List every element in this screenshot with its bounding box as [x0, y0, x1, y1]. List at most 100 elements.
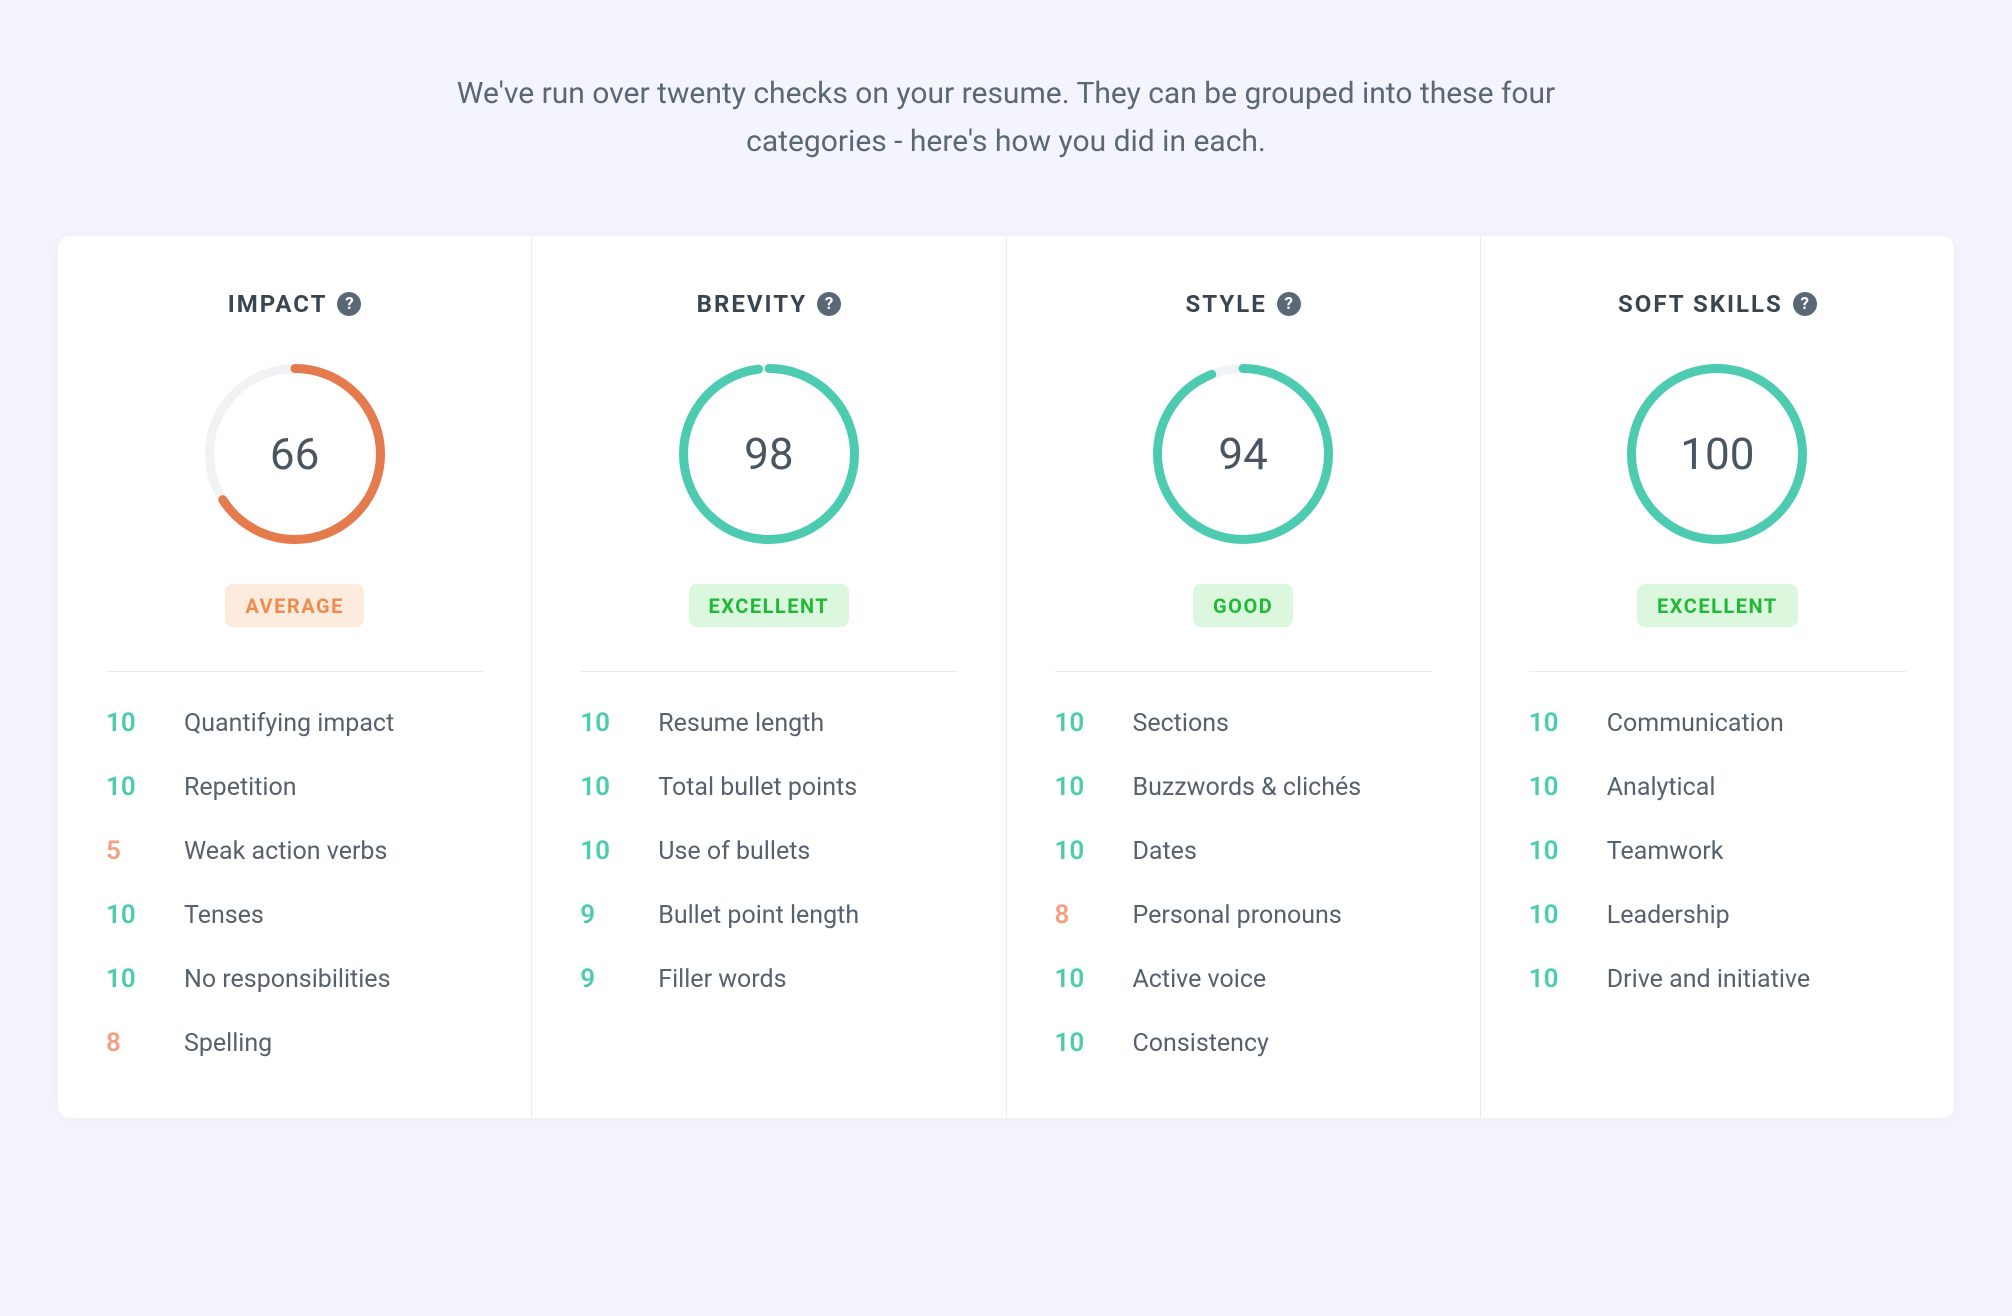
check-item-use-of-bullets[interactable]: 10 Use of bullets: [580, 836, 957, 866]
check-item-leadership[interactable]: 10 Leadership: [1529, 900, 1906, 930]
help-icon[interactable]: ?: [1793, 292, 1817, 316]
check-item-label: Analytical: [1607, 773, 1716, 802]
check-item-score: 10: [1055, 836, 1099, 866]
check-item-score: 10: [1055, 1028, 1099, 1058]
card-title: SOFT SKILLS: [1618, 290, 1783, 318]
check-item-score: 10: [1055, 772, 1099, 802]
check-list: 10 Communication 10 Analytical 10 Teamwork 10 L…: [1529, 708, 1906, 994]
check-item-score: 10: [1529, 708, 1573, 738]
rating-badge: GOOD: [1193, 584, 1293, 627]
check-item-score: 10: [580, 772, 624, 802]
check-item-label: Weak action verbs: [184, 837, 387, 866]
check-item-label: Tenses: [184, 901, 264, 930]
check-list: 10 Quantifying impact 10 Repetition 5 Weak ac…: [106, 708, 483, 1058]
check-item-dates[interactable]: 10 Dates: [1055, 836, 1432, 866]
check-item-label: Quantifying impact: [184, 709, 394, 738]
check-item-label: Consistency: [1133, 1029, 1269, 1058]
category-card-impact: IMPACT? 66 AVERAGE 10 Quantifying impact 10 R…: [58, 236, 532, 1118]
check-item-label: Repetition: [184, 773, 297, 802]
check-item-drive-and-initiative[interactable]: 10 Drive and initiative: [1529, 964, 1906, 994]
card-title: BREVITY: [697, 290, 807, 318]
check-item-no-responsibilities[interactable]: 10No responsibilities: [106, 964, 483, 994]
intro-text: We've run over twenty checks on your res…: [456, 70, 1556, 166]
check-item-score: 10: [1055, 708, 1099, 738]
check-item-label: Communication: [1607, 709, 1784, 738]
check-item-label: Bullet point length: [658, 901, 859, 930]
score-value: 100: [1627, 364, 1807, 544]
check-item-label: Use of bullets: [658, 837, 810, 866]
divider: [106, 671, 483, 672]
check-item-label: Personal pronouns: [1133, 901, 1342, 930]
check-item-weak-action-verbs[interactable]: 5 Weak action verbs: [106, 836, 483, 866]
check-item-label: Dates: [1133, 837, 1197, 866]
category-cards: IMPACT? 66AVERAGE10Quantifying impact10R…: [58, 236, 1954, 1118]
check-item-score: 10: [580, 836, 624, 866]
check-item-filler-words[interactable]: 9 Filler words: [580, 964, 957, 994]
score-gauge: 100: [1627, 364, 1807, 544]
check-item-analytical[interactable]: 10 Analytical: [1529, 772, 1906, 802]
check-item-score: 10: [106, 900, 150, 930]
check-item-personal-pronouns[interactable]: 8 Personal pronouns: [1055, 900, 1432, 930]
check-item-score: 10: [580, 708, 624, 738]
check-item-quantifying-impact[interactable]: 10 Quantifying impact: [106, 708, 483, 738]
check-item-buzzwords-clich-s[interactable]: 10 Buzzwords & clichés: [1055, 772, 1432, 802]
check-item-communication[interactable]: 10 Communication: [1529, 708, 1906, 738]
score-gauge: 98: [679, 364, 859, 544]
card-title-row: BREVITY?: [697, 290, 841, 318]
check-item-score: 10: [1529, 836, 1573, 866]
check-item-repetition[interactable]: 10 Repetition: [106, 772, 483, 802]
check-item-label: Teamwork: [1607, 837, 1724, 866]
check-item-score: 10: [106, 708, 150, 738]
check-item-label: Total bullet points: [658, 773, 857, 802]
check-item-label: Filler words: [658, 965, 786, 994]
check-item-tenses[interactable]: 10 Tenses: [106, 900, 483, 930]
help-icon[interactable]: ?: [1277, 292, 1301, 316]
divider: [1055, 671, 1432, 672]
category-card-brevity: BREVITY? 98EXCELLENT10Resume length10Tot…: [532, 236, 1006, 1118]
check-item-score: 10: [1529, 964, 1573, 994]
check-item-spelling[interactable]: 8 Spelling: [106, 1028, 483, 1058]
help-icon[interactable]: ?: [817, 292, 841, 316]
divider: [1529, 671, 1906, 672]
score-value: 94: [1153, 364, 1333, 544]
check-item-score: 10: [106, 964, 150, 994]
score-value: 66: [205, 364, 385, 544]
check-item-label: Buzzwords & clichés: [1133, 773, 1362, 802]
rating-badge: EXCELLENT: [689, 584, 850, 627]
score-gauge: 94: [1153, 364, 1333, 544]
check-item-score: 10: [1529, 900, 1573, 930]
check-item-score: 10: [1055, 964, 1099, 994]
card-title-row: IMPACT?: [228, 290, 362, 318]
check-item-score: 8: [1055, 900, 1099, 930]
check-item-bullet-point-length[interactable]: 9 Bullet point length: [580, 900, 957, 930]
check-item-label: Active voice: [1133, 965, 1267, 994]
check-item-active-voice[interactable]: 10 Active voice: [1055, 964, 1432, 994]
check-item-teamwork[interactable]: 10 Teamwork: [1529, 836, 1906, 866]
check-item-sections[interactable]: 10 Sections: [1055, 708, 1432, 738]
check-item-label: Leadership: [1607, 901, 1730, 930]
check-item-score: 5: [106, 836, 150, 866]
score-value: 98: [679, 364, 859, 544]
check-list: 10 Sections 10 Buzzwords & clichés 10 Dates 8 P…: [1055, 708, 1432, 1058]
check-item-score: 8: [106, 1028, 150, 1058]
score-gauge: 66: [205, 364, 385, 544]
check-item-score: 10: [1529, 772, 1573, 802]
category-card-soft-skills: SOFT SKILLS? 100 EXCELLENT 10 Communication…: [1481, 236, 1954, 1118]
check-item-label: Spelling: [184, 1029, 272, 1058]
card-title: IMPACT: [228, 290, 328, 318]
category-card-style: STYLE? 94 GOOD 10 Sections 10 Buzzwords & cli…: [1007, 236, 1481, 1118]
check-list: 10Resume length10Total bullet points10Us…: [580, 708, 957, 994]
rating-badge: AVERAGE: [225, 584, 363, 627]
check-item-score: 10: [106, 772, 150, 802]
rating-badge: EXCELLENT: [1637, 584, 1798, 627]
card-title: STYLE: [1186, 290, 1267, 318]
help-icon[interactable]: ?: [337, 292, 361, 316]
check-item-consistency[interactable]: 10 Consistency: [1055, 1028, 1432, 1058]
card-title-row: SOFT SKILLS?: [1618, 290, 1817, 318]
check-item-total-bullet-points[interactable]: 10 Total bullet points: [580, 772, 957, 802]
check-item-label: Drive and initiative: [1607, 965, 1810, 994]
check-item-score: 9: [580, 964, 624, 994]
check-item-resume-length[interactable]: 10Resume length: [580, 708, 957, 738]
check-item-score: 9: [580, 900, 624, 930]
check-item-label: Sections: [1133, 709, 1229, 738]
